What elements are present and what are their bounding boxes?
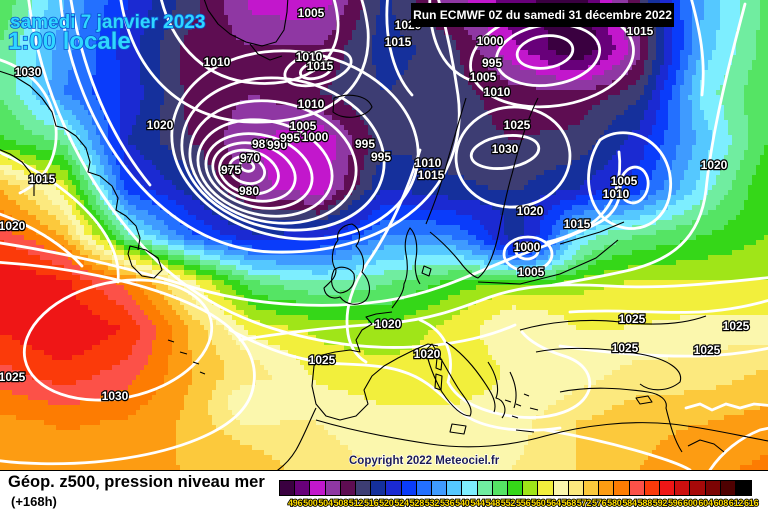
svg-text:1010: 1010 — [484, 85, 511, 99]
svg-text:1025: 1025 — [694, 343, 721, 357]
svg-text:1025: 1025 — [612, 341, 639, 355]
svg-text:1005: 1005 — [611, 174, 638, 188]
svg-text:1005: 1005 — [470, 70, 497, 84]
svg-text:1025: 1025 — [309, 353, 336, 367]
svg-text:1000: 1000 — [514, 240, 541, 254]
svg-text:1000: 1000 — [477, 34, 504, 48]
svg-text:1015: 1015 — [29, 172, 56, 186]
svg-text:1025: 1025 — [0, 370, 26, 384]
svg-text:995: 995 — [371, 150, 391, 164]
svg-text:1020: 1020 — [147, 118, 174, 132]
svg-text:970: 970 — [240, 151, 260, 165]
svg-text:1010: 1010 — [603, 187, 630, 201]
svg-text:1000: 1000 — [302, 130, 329, 144]
svg-text:1015: 1015 — [564, 217, 591, 231]
svg-text:1025: 1025 — [504, 118, 531, 132]
svg-text:1020: 1020 — [375, 317, 402, 331]
svg-text:1005: 1005 — [298, 6, 325, 20]
svg-text:1030: 1030 — [102, 389, 129, 403]
svg-text:1010: 1010 — [296, 50, 323, 64]
svg-text:1005: 1005 — [518, 265, 545, 279]
svg-text:980: 980 — [239, 184, 259, 198]
svg-text:1025: 1025 — [723, 319, 750, 333]
svg-text:995: 995 — [280, 131, 300, 145]
svg-text:995: 995 — [482, 56, 502, 70]
svg-text:1020: 1020 — [0, 219, 26, 233]
svg-text:995: 995 — [355, 137, 375, 151]
svg-text:985: 985 — [252, 137, 272, 151]
svg-text:1020: 1020 — [414, 347, 441, 361]
svg-text:1010: 1010 — [415, 156, 442, 170]
svg-text:1015: 1015 — [385, 35, 412, 49]
svg-text:990: 990 — [267, 138, 287, 152]
svg-text:1025: 1025 — [619, 312, 646, 326]
svg-text:1030: 1030 — [15, 65, 42, 79]
svg-text:1010: 1010 — [298, 97, 325, 111]
svg-text:975: 975 — [221, 163, 241, 177]
svg-text:1015: 1015 — [418, 168, 445, 182]
svg-text:1020: 1020 — [517, 204, 544, 218]
svg-text:1030: 1030 — [492, 142, 519, 156]
svg-text:1015: 1015 — [307, 59, 334, 73]
svg-text:1010: 1010 — [204, 55, 231, 69]
svg-text:1020: 1020 — [701, 158, 728, 172]
svg-text:1005: 1005 — [290, 119, 317, 133]
